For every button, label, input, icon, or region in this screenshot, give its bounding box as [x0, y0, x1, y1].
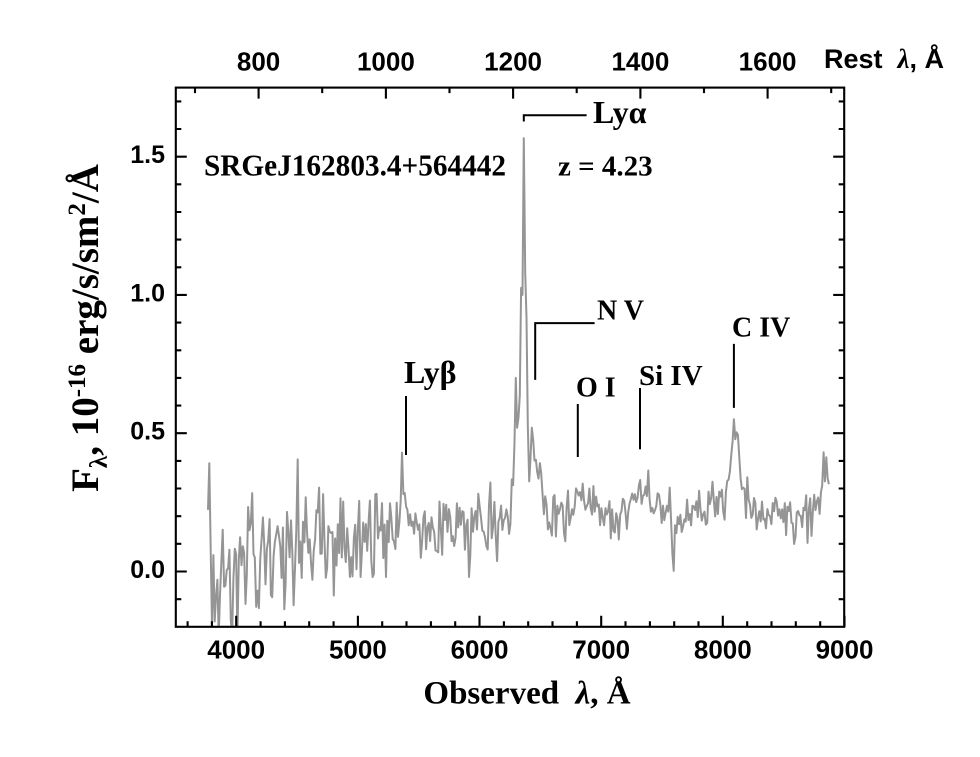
svg-text:O I: O I	[576, 373, 616, 404]
svg-text:C IV: C IV	[732, 312, 790, 343]
svg-text:SRGeJ162803.4+564442: SRGeJ162803.4+564442	[204, 148, 506, 183]
svg-text:800: 800	[237, 47, 280, 77]
svg-text:0.5: 0.5	[130, 418, 165, 446]
svg-text:1000: 1000	[357, 47, 415, 77]
svg-text:4000: 4000	[207, 635, 265, 665]
svg-text:Si IV: Si IV	[639, 360, 703, 392]
svg-text:z = 4.23: z = 4.23	[558, 151, 653, 183]
svg-text:1.5: 1.5	[130, 141, 165, 169]
svg-text:Lyβ: Lyβ	[404, 354, 456, 390]
svg-text:8000: 8000	[694, 635, 752, 665]
svg-text:1.0: 1.0	[130, 279, 165, 307]
svg-text:Lyα: Lyα	[593, 94, 647, 130]
svg-text:N V: N V	[597, 296, 644, 327]
svg-text:1400: 1400	[611, 47, 669, 77]
svg-text:5000: 5000	[329, 635, 387, 665]
svg-text:Observed λ, Å: Observed λ, Å	[423, 676, 630, 712]
svg-text:6000: 6000	[451, 635, 509, 665]
svg-text:1200: 1200	[484, 47, 542, 77]
svg-text:Rest λ, Å: Rest λ, Å	[824, 43, 944, 74]
svg-text:7000: 7000	[572, 635, 630, 665]
svg-text:Fλ, 10-16 erg/s/sm2/Å: Fλ, 10-16 erg/s/sm2/Å	[64, 164, 113, 492]
svg-text:1600: 1600	[739, 47, 797, 77]
svg-text:0.0: 0.0	[130, 556, 165, 584]
svg-text:9000: 9000	[816, 635, 874, 665]
